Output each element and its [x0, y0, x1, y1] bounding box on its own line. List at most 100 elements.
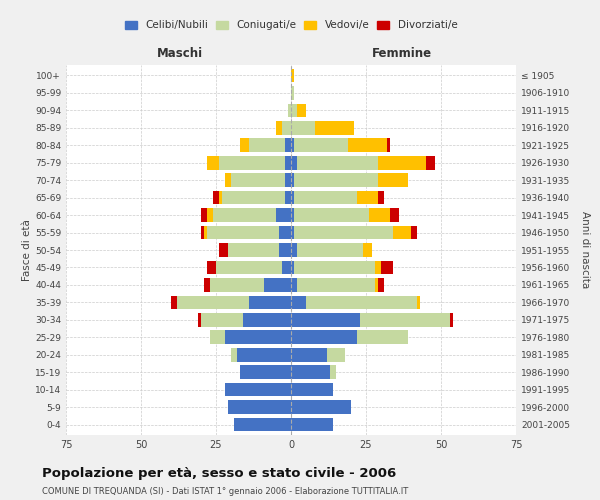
Bar: [225, 330, 291, 344]
Bar: [357, 330, 408, 344]
Text: COMUNE DI TREQUANDA (SI) - Dati ISTAT 1° gennaio 2006 - Elaborazione TUTTITALIA.: COMUNE DI TREQUANDA (SI) - Dati ISTAT 1°…: [42, 488, 408, 496]
Bar: [207, 208, 213, 222]
Bar: [237, 348, 291, 362]
Bar: [285, 138, 291, 152]
Y-axis label: Fasce di età: Fasce di età: [22, 219, 32, 281]
Bar: [264, 278, 291, 291]
Bar: [279, 243, 291, 257]
Bar: [276, 208, 291, 222]
Bar: [204, 226, 207, 239]
Bar: [207, 156, 219, 170]
Bar: [450, 313, 453, 326]
Bar: [291, 313, 360, 326]
Bar: [291, 260, 294, 274]
Bar: [291, 243, 297, 257]
Bar: [201, 226, 204, 239]
Bar: [282, 121, 291, 134]
Bar: [216, 260, 282, 274]
Bar: [213, 191, 219, 204]
Bar: [285, 174, 291, 187]
Legend: Celibi/Nubili, Coniugati/e, Vedovi/e, Divorziati/e: Celibi/Nubili, Coniugati/e, Vedovi/e, Di…: [122, 18, 460, 32]
Bar: [294, 226, 393, 239]
Bar: [291, 138, 294, 152]
Bar: [219, 191, 222, 204]
Bar: [291, 174, 294, 187]
Bar: [291, 208, 294, 222]
Bar: [282, 260, 291, 274]
Bar: [297, 156, 378, 170]
Bar: [291, 156, 297, 170]
Text: Maschi: Maschi: [157, 47, 203, 60]
Bar: [330, 366, 336, 379]
Bar: [294, 191, 357, 204]
Bar: [297, 104, 306, 117]
Bar: [225, 174, 231, 187]
Bar: [375, 278, 378, 291]
Bar: [291, 418, 333, 432]
Bar: [378, 278, 384, 291]
Bar: [294, 208, 369, 222]
Bar: [411, 226, 417, 239]
Bar: [306, 296, 417, 309]
Bar: [288, 104, 291, 117]
Bar: [177, 296, 249, 309]
Bar: [219, 156, 285, 170]
Bar: [291, 383, 333, 396]
Bar: [369, 208, 390, 222]
Bar: [327, 348, 345, 362]
Bar: [213, 208, 276, 222]
Bar: [426, 156, 435, 170]
Bar: [207, 260, 216, 274]
Bar: [294, 138, 348, 152]
Bar: [387, 138, 390, 152]
Bar: [417, 296, 420, 309]
Bar: [390, 208, 399, 222]
Bar: [291, 348, 327, 362]
Bar: [240, 366, 291, 379]
Bar: [210, 330, 225, 344]
Bar: [381, 260, 393, 274]
Bar: [285, 191, 291, 204]
Bar: [294, 174, 378, 187]
Bar: [276, 121, 282, 134]
Bar: [297, 278, 375, 291]
Bar: [249, 138, 285, 152]
Bar: [228, 400, 291, 414]
Y-axis label: Anni di nascita: Anni di nascita: [580, 212, 590, 288]
Bar: [291, 278, 297, 291]
Bar: [207, 226, 279, 239]
Bar: [210, 278, 264, 291]
Bar: [291, 104, 297, 117]
Bar: [291, 296, 306, 309]
Bar: [291, 400, 351, 414]
Bar: [243, 313, 291, 326]
Bar: [291, 191, 294, 204]
Bar: [393, 226, 411, 239]
Bar: [198, 313, 201, 326]
Bar: [249, 296, 291, 309]
Text: Popolazione per età, sesso e stato civile - 2006: Popolazione per età, sesso e stato civil…: [42, 468, 396, 480]
Bar: [297, 243, 363, 257]
Text: Femmine: Femmine: [372, 47, 432, 60]
Bar: [291, 330, 357, 344]
Bar: [375, 260, 381, 274]
Bar: [378, 174, 408, 187]
Bar: [234, 418, 291, 432]
Bar: [222, 191, 285, 204]
Bar: [348, 138, 387, 152]
Bar: [231, 348, 237, 362]
Bar: [291, 86, 294, 100]
Bar: [291, 366, 330, 379]
Bar: [201, 313, 243, 326]
Bar: [315, 121, 354, 134]
Bar: [378, 191, 384, 204]
Bar: [294, 260, 375, 274]
Bar: [363, 243, 372, 257]
Bar: [360, 313, 450, 326]
Bar: [228, 243, 279, 257]
Bar: [279, 226, 291, 239]
Bar: [291, 68, 294, 82]
Bar: [204, 278, 210, 291]
Bar: [291, 226, 294, 239]
Bar: [291, 121, 315, 134]
